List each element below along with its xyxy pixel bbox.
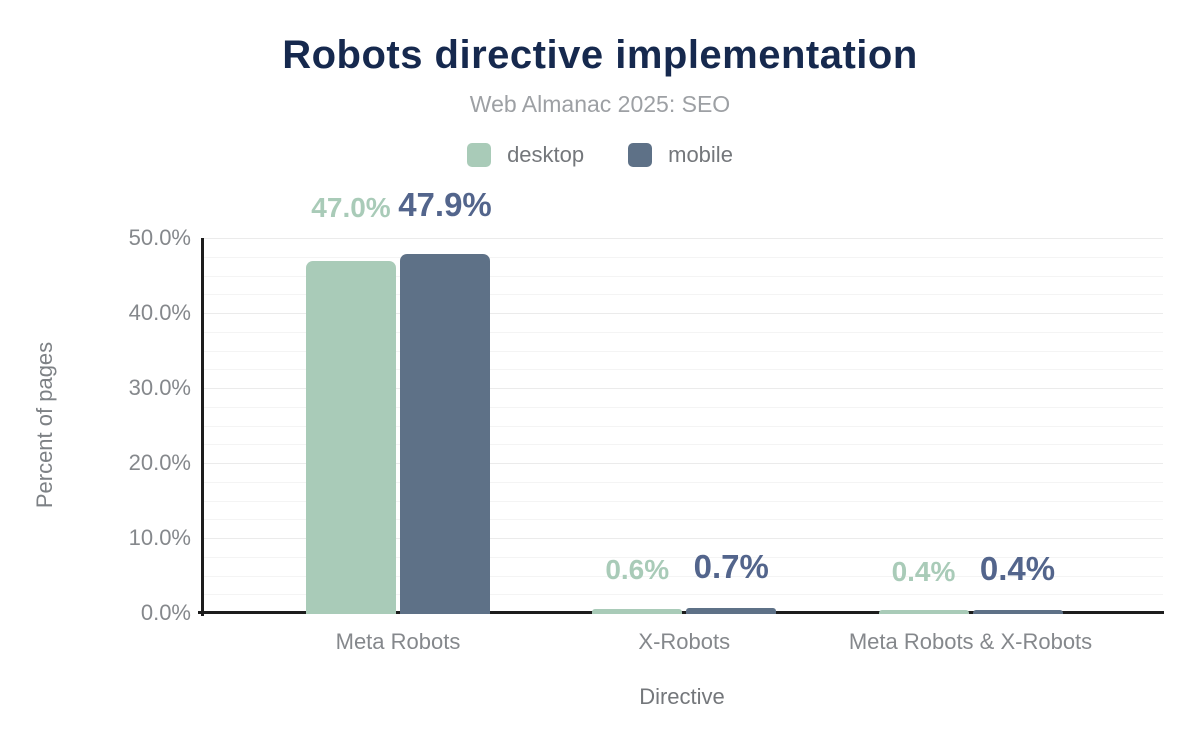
y-tick-label: 30.0%: [128, 375, 191, 400]
gridline: [204, 463, 1163, 464]
mobile-legend-swatch-icon: [628, 143, 653, 167]
gridline: [204, 257, 1163, 258]
bar-value-label: 47.9%: [398, 185, 492, 223]
chart-title: Robots directive implementation: [282, 33, 918, 77]
gridline: [204, 501, 1163, 502]
y-axis-title: Percent of pages: [32, 341, 57, 509]
x-tick-label: Meta Robots: [335, 629, 461, 654]
chart-subtitle: Web Almanac 2025: SEO: [469, 91, 731, 117]
gridline: [204, 276, 1163, 277]
legend-item-desktop: desktop: [467, 142, 584, 168]
bar-mobile-1: [686, 607, 777, 614]
gridline: [204, 407, 1163, 408]
bar-value-label: 0.4%: [979, 550, 1056, 587]
gridline: [204, 294, 1163, 295]
bar-mobile-2: [972, 610, 1063, 614]
y-tick-label: 50.0%: [128, 225, 191, 250]
gridline: [204, 332, 1163, 333]
legend-item-mobile: mobile: [628, 142, 733, 168]
bar-value-label: 0.4%: [891, 556, 956, 587]
x-axis-title: Directive: [639, 684, 725, 709]
y-tick-label: 20.0%: [128, 450, 191, 475]
bar-mobile-0: [400, 253, 490, 614]
gridline: [204, 369, 1163, 370]
gridline: [204, 519, 1163, 520]
bar-value-label: 47.0%: [311, 191, 391, 223]
bar-desktop-2: [878, 610, 969, 614]
legend: desktop mobile: [0, 142, 1200, 168]
y-tick-label: 0.0%: [140, 600, 191, 625]
y-tick-label: 10.0%: [128, 525, 191, 550]
x-tick-label: X-Robots: [638, 629, 731, 654]
bar-desktop-1: [592, 608, 683, 614]
y-tick-label: 40.0%: [128, 300, 191, 325]
gridline: [204, 426, 1163, 427]
bar-value-label: 0.7%: [693, 547, 769, 585]
gridline: [204, 538, 1163, 539]
desktop-legend-swatch-icon: [467, 143, 492, 167]
gridline: [204, 313, 1163, 314]
gridline: [204, 594, 1163, 595]
gridline: [204, 388, 1163, 389]
gridline: [204, 557, 1163, 558]
gridline: [204, 444, 1163, 445]
legend-label-desktop: desktop: [507, 142, 585, 167]
gridline: [204, 576, 1163, 577]
gridline: [204, 238, 1163, 239]
y-axis-line: [201, 238, 204, 616]
bar-desktop-0: [306, 260, 396, 614]
x-tick-label: Meta Robots & X-Robots: [848, 629, 1093, 654]
gridline: [204, 351, 1163, 352]
bar-value-label: 0.6%: [605, 553, 670, 585]
legend-label-mobile: mobile: [668, 142, 733, 167]
gridline: [204, 482, 1163, 483]
